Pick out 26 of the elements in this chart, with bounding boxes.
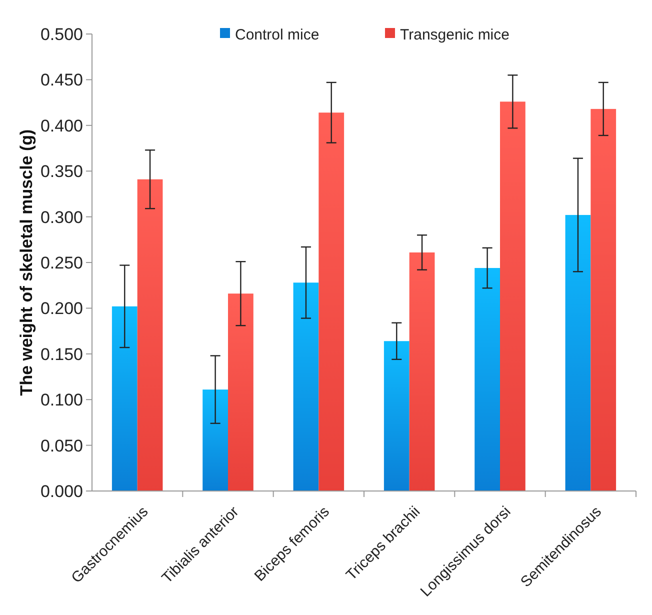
y-tick-label: 0.300	[40, 208, 83, 227]
bar	[384, 341, 410, 491]
bar	[318, 112, 344, 491]
legend-label: Control mice	[235, 26, 320, 44]
y-tick-label: 0.250	[40, 253, 83, 272]
bar	[202, 390, 228, 491]
y-tick-label: 0.150	[40, 344, 83, 364]
y-axis-title: The weight of skeletal muscle (g)	[16, 129, 36, 396]
bar	[112, 306, 138, 491]
bar	[590, 108, 616, 491]
bar	[565, 214, 591, 491]
bar	[228, 294, 254, 491]
y-tick-label: 0.200	[40, 299, 83, 318]
bar	[500, 102, 526, 491]
bar	[293, 282, 319, 491]
bar	[474, 268, 500, 491]
bar	[409, 252, 435, 491]
y-tick-label: 0.450	[40, 70, 83, 90]
y-tick-label: 0.000	[40, 482, 83, 501]
y-tick-label: 0.350	[40, 162, 83, 182]
y-tick-label: 0.050	[40, 436, 83, 456]
y-tick-label: 0.100	[40, 390, 83, 410]
legend-label: Transgenic mice	[400, 26, 510, 44]
y-tick-label: 0.500	[40, 24, 83, 44]
bar	[137, 179, 163, 491]
y-tick-label: 0.400	[40, 116, 83, 136]
